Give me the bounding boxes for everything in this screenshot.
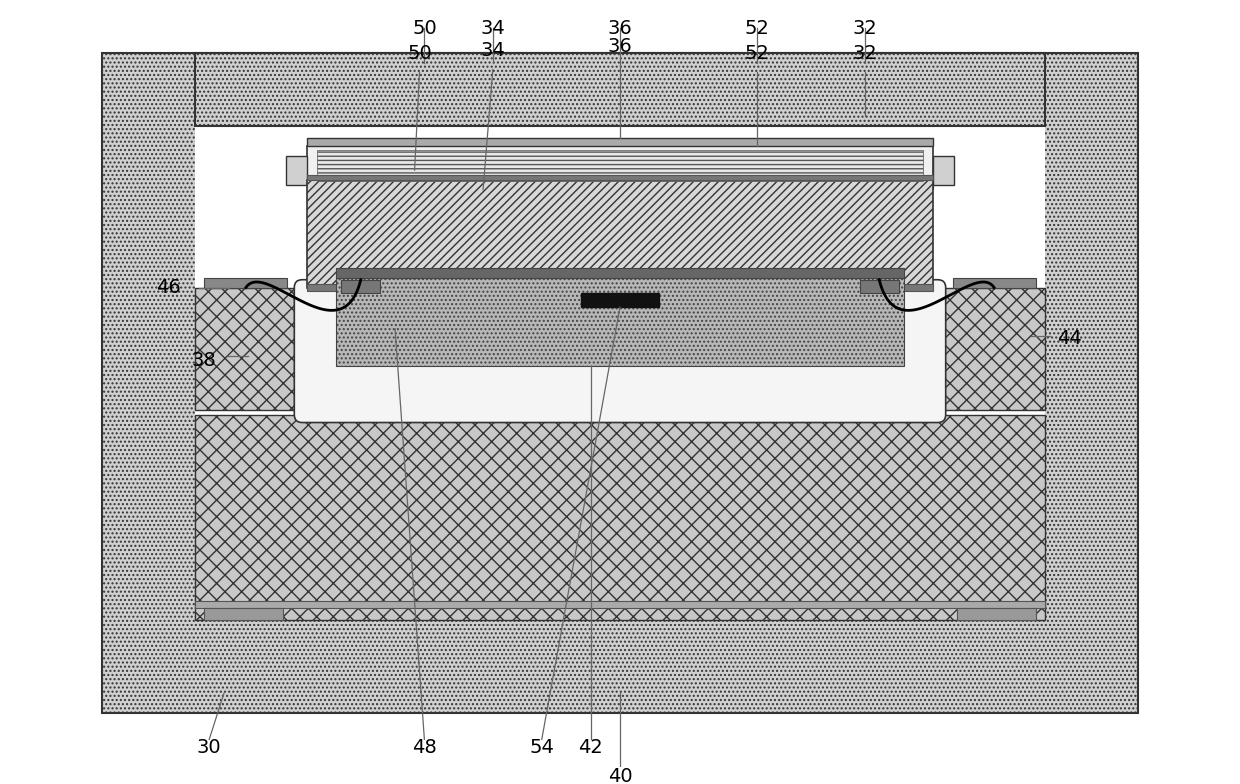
- Text: 52: 52: [744, 19, 769, 38]
- Bar: [859, 280, 899, 293]
- Text: 34: 34: [480, 41, 505, 60]
- Bar: [308, 175, 932, 180]
- Bar: [942, 288, 1045, 410]
- Bar: [308, 284, 932, 292]
- Text: 32: 32: [852, 19, 877, 38]
- Text: 46: 46: [156, 278, 181, 297]
- Bar: [308, 138, 932, 146]
- Bar: [316, 150, 924, 181]
- Bar: [957, 608, 1035, 620]
- Bar: [341, 280, 381, 293]
- Text: 44: 44: [1058, 329, 1083, 348]
- Text: 36: 36: [608, 37, 632, 56]
- Bar: [195, 53, 1045, 126]
- FancyBboxPatch shape: [294, 280, 946, 423]
- Text: 50: 50: [407, 44, 432, 63]
- Text: 50: 50: [412, 19, 436, 38]
- Bar: [195, 415, 1045, 620]
- Text: 52: 52: [744, 44, 769, 63]
- Bar: [205, 278, 288, 288]
- Text: 32: 32: [852, 44, 877, 63]
- Bar: [952, 278, 1035, 288]
- Bar: [308, 180, 932, 288]
- Text: 48: 48: [412, 738, 436, 757]
- Bar: [195, 126, 1045, 620]
- Text: 40: 40: [608, 767, 632, 784]
- Bar: [195, 601, 1045, 608]
- Text: 38: 38: [192, 351, 217, 370]
- Bar: [285, 155, 308, 185]
- Bar: [932, 155, 955, 185]
- Text: 36: 36: [608, 19, 632, 38]
- Bar: [102, 53, 1138, 713]
- Text: 30: 30: [197, 738, 222, 757]
- Bar: [580, 293, 660, 307]
- Text: 42: 42: [578, 738, 603, 757]
- Bar: [195, 288, 298, 410]
- Text: 54: 54: [529, 738, 554, 757]
- Bar: [308, 183, 932, 189]
- Bar: [205, 608, 283, 620]
- Bar: [308, 146, 932, 185]
- Bar: [336, 268, 904, 278]
- Text: 34: 34: [480, 19, 505, 38]
- Bar: [336, 278, 904, 366]
